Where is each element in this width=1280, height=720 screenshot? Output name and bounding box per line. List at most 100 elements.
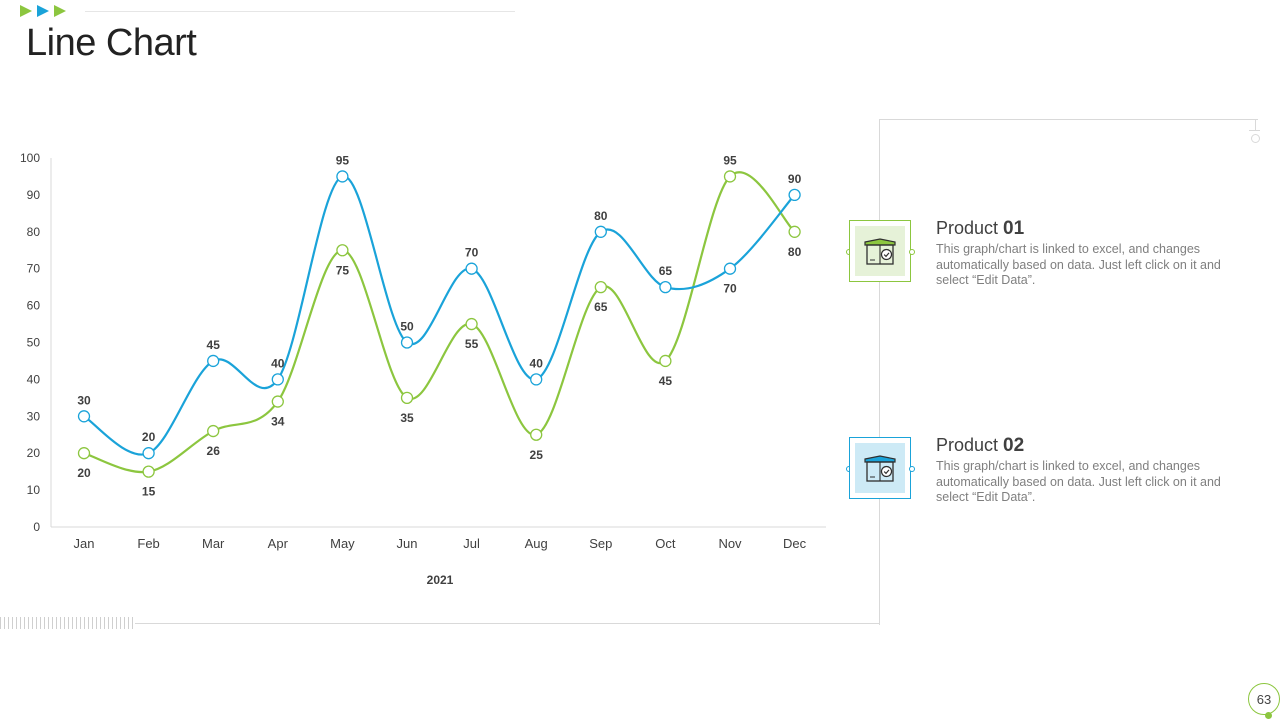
legend-connector-dot	[909, 249, 915, 255]
legend-label: Product 02	[936, 435, 1025, 456]
data-label: 50	[400, 320, 414, 334]
data-point	[659, 280, 672, 294]
data-point	[723, 170, 737, 183]
y-tick-label: 10	[27, 483, 41, 497]
data-label: 70	[723, 282, 737, 296]
page-number-dot	[1265, 712, 1272, 719]
x-tick-label: Jan	[74, 536, 95, 551]
data-point	[271, 373, 284, 386]
y-tick-label: 20	[27, 446, 41, 460]
y-tick-label: 90	[27, 188, 41, 202]
frame-border	[879, 119, 1258, 625]
data-label: 70	[465, 246, 479, 260]
divider	[85, 11, 515, 12]
y-tick-label: 0	[33, 520, 40, 534]
x-axis-title: 2021	[427, 573, 454, 587]
data-label: 40	[271, 356, 285, 370]
arrow-icon	[20, 5, 32, 17]
data-point	[77, 447, 91, 460]
legend-connector-dot	[909, 466, 915, 472]
box-check-icon	[864, 238, 896, 265]
y-tick-label: 40	[27, 372, 41, 386]
data-label: 90	[788, 172, 802, 186]
series-line	[83, 175, 796, 456]
x-tick-label: Dec	[783, 536, 807, 551]
decorative-arrows	[20, 5, 66, 17]
data-label: 26	[207, 444, 221, 458]
data-label: 20	[142, 430, 156, 444]
frame-dash	[1249, 130, 1260, 131]
data-label: 95	[336, 153, 350, 167]
data-label: 65	[594, 300, 608, 314]
hatch-decoration	[0, 617, 133, 629]
data-point	[400, 391, 414, 405]
legend-description: This graph/chart is linked to excel, and…	[936, 459, 1221, 504]
data-point	[400, 336, 414, 349]
y-tick-label: 100	[20, 151, 40, 165]
data-point	[530, 373, 543, 386]
x-tick-label: Oct	[655, 536, 676, 551]
data-point	[723, 262, 737, 275]
data-label: 45	[207, 338, 221, 352]
y-tick-label: 80	[27, 225, 41, 239]
legend-number: 01	[1003, 218, 1025, 239]
legend-item-product-02: Product 02 This graph/chart is linked to…	[936, 435, 1226, 506]
x-tick-label: May	[330, 536, 355, 551]
legend-number: 02	[1003, 435, 1025, 456]
line-chart: 0 10 20 30 40 50 60 70 80 90 100 Jan Feb Mar Apr May Jun…	[20, 151, 826, 587]
x-tick-label: Aug	[525, 536, 548, 551]
data-point	[207, 424, 220, 438]
data-label: 80	[594, 209, 608, 223]
data-label: 45	[659, 374, 673, 388]
arrow-icon	[54, 5, 66, 17]
y-tick-label: 70	[27, 262, 41, 276]
data-label: 80	[788, 245, 802, 259]
series-line	[83, 171, 796, 474]
y-tick-label: 50	[27, 336, 41, 350]
x-tick-label: Jun	[397, 536, 418, 551]
data-label: 35	[400, 411, 414, 425]
data-point	[594, 280, 607, 294]
frame-dot	[1251, 134, 1260, 143]
legend-description: This graph/chart is linked to excel, and…	[936, 242, 1221, 287]
data-label: 65	[659, 264, 673, 278]
data-label: 30	[77, 393, 91, 407]
data-point	[142, 465, 155, 478]
y-tick-label: 30	[27, 409, 41, 423]
x-tick-label: Sep	[589, 536, 612, 551]
page-number: 63	[1248, 683, 1280, 715]
frame-tick	[1255, 119, 1256, 131]
data-point	[465, 317, 478, 331]
box-check-icon	[864, 455, 896, 482]
data-label: 34	[271, 415, 285, 429]
data-label: 25	[530, 448, 544, 462]
data-point	[659, 354, 672, 368]
data-label: 55	[465, 337, 479, 351]
frame-border-bottom	[135, 623, 880, 624]
data-point	[788, 188, 801, 202]
y-tick-label: 60	[27, 299, 41, 313]
legend-icon-box-product-01	[849, 220, 911, 282]
data-point	[142, 447, 155, 460]
page-title: Line Chart	[26, 22, 197, 64]
data-point	[77, 410, 91, 423]
x-tick-label: Jul	[463, 536, 480, 551]
x-tick-label: Feb	[137, 536, 159, 551]
arrow-icon	[37, 5, 49, 17]
data-point	[788, 225, 801, 238]
data-point	[594, 225, 607, 238]
x-tick-label: Nov	[718, 536, 742, 551]
data-label: 95	[723, 153, 737, 167]
data-point	[336, 170, 349, 183]
data-point	[465, 262, 478, 275]
data-point	[271, 395, 284, 408]
legend-icon-box-product-02	[849, 437, 911, 499]
legend-item-product-01: Product 01 This graph/chart is linked to…	[936, 218, 1226, 289]
data-label: 15	[142, 485, 156, 499]
legend-label: Product 01	[936, 218, 1025, 239]
data-point	[207, 354, 220, 368]
data-label: 75	[336, 263, 350, 277]
data-point	[530, 428, 543, 441]
x-tick-label: Apr	[268, 536, 289, 551]
data-label: 40	[530, 356, 544, 370]
